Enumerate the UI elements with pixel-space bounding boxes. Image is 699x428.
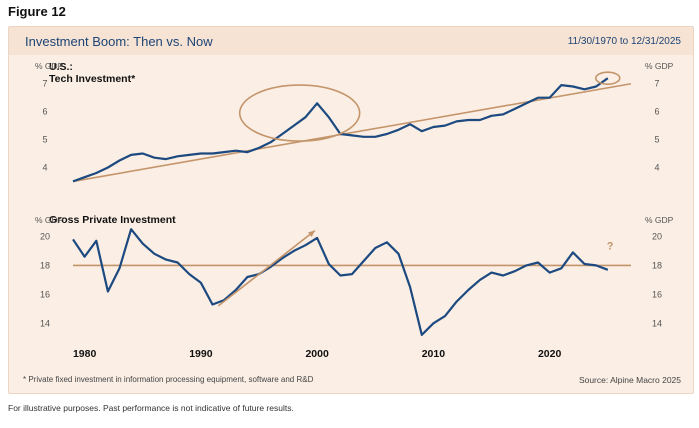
y-tick-label-right: 20 xyxy=(652,231,662,241)
y-tick-label-left: 4 xyxy=(42,162,47,172)
tech-investment-subtitle: Tech Investment* xyxy=(49,73,136,85)
source-note: Source: Alpine Macro 2025 xyxy=(578,375,681,385)
panel-title: Investment Boom: Then vs. Now xyxy=(25,34,213,49)
y-tick-label-right: 6 xyxy=(654,107,659,117)
tech-investment-panel: U.S.: Tech Investment* % GDP % GDP 4 4 5 5 6… xyxy=(35,61,674,183)
y-tick-label-left: 16 xyxy=(40,289,50,299)
y-tick-label-left: 18 xyxy=(40,260,50,270)
tech-investment-title: U.S.: xyxy=(49,61,73,73)
x-tick-label: 1990 xyxy=(189,348,213,360)
y-tick-label-right: 7 xyxy=(654,79,659,89)
y-tick-label-left: 5 xyxy=(42,135,47,145)
y-tick-label-right: 14 xyxy=(652,318,662,328)
x-tick-label: 1980 xyxy=(73,348,97,360)
footnote: * Private fixed investment in informatio… xyxy=(23,375,314,384)
gross-private-investment-title: Gross Private Investment xyxy=(49,214,176,226)
disclaimer: For illustrative purposes. Past performa… xyxy=(8,403,294,413)
chart-panel: Investment Boom: Then vs. Now 11/30/1970… xyxy=(8,26,694,394)
y-tick-label-left: 6 xyxy=(42,107,47,117)
y-tick-label-left: 7 xyxy=(42,79,47,89)
y-tick-label-right: 18 xyxy=(652,260,662,270)
top-right-unit-label: % GDP xyxy=(645,61,674,71)
rising-arrow-head xyxy=(308,230,315,237)
highlight-ellipse-current xyxy=(594,71,621,85)
date-range: 11/30/1970 to 12/31/2025 xyxy=(567,36,681,47)
y-tick-label-left: 14 xyxy=(40,318,50,328)
x-tick-label: 2020 xyxy=(538,348,562,360)
top-left-unit-label: % GDP xyxy=(35,61,64,71)
x-axis: 1980 1990 2000 2010 2020 xyxy=(73,348,562,360)
bottom-left-unit-label: % GDP xyxy=(35,215,64,225)
chart-svg: U.S.: Tech Investment* % GDP % GDP 4 4 5 5 6… xyxy=(35,61,674,360)
question-mark-annotation: ? xyxy=(607,240,614,252)
y-tick-label-right: 16 xyxy=(652,289,662,299)
figure-label: Figure 12 xyxy=(8,4,66,19)
y-tick-label-right: 4 xyxy=(654,162,659,172)
tech-series-line xyxy=(72,77,609,183)
y-tick-label-right: 5 xyxy=(654,135,659,145)
highlight-ellipse-dotcom xyxy=(238,84,361,142)
rising-arrow-line xyxy=(217,230,316,307)
annotations: ? xyxy=(217,71,621,307)
gpi-series-line xyxy=(72,228,609,336)
x-tick-label: 2000 xyxy=(305,348,329,360)
x-tick-label: 2010 xyxy=(422,348,446,360)
gross-private-investment-panel: Gross Private Investment % GDP % GDP 14 1… xyxy=(35,214,674,336)
trend-line xyxy=(72,82,632,183)
bottom-right-unit-label: % GDP xyxy=(645,215,674,225)
panel-header xyxy=(9,27,693,55)
y-tick-label-left: 20 xyxy=(40,231,50,241)
